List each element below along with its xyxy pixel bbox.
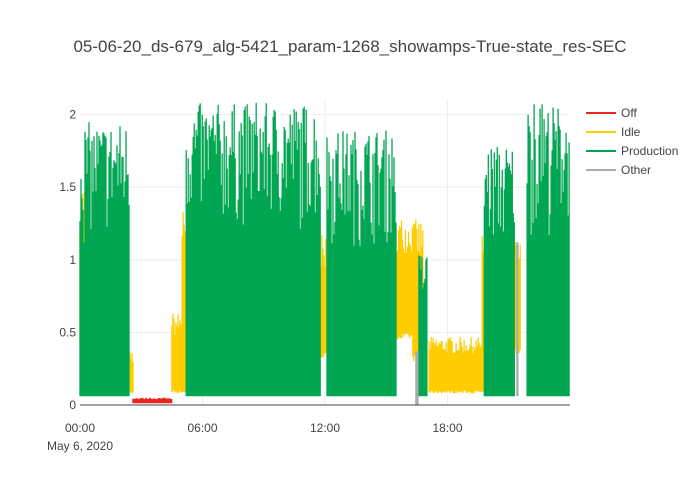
y-tick-label: 2 xyxy=(69,108,76,122)
x-tick-sublabel: May 6, 2020 xyxy=(47,439,113,453)
series-other-segment xyxy=(415,351,419,405)
series-production-segment xyxy=(483,146,515,397)
series-production-segment xyxy=(418,255,428,397)
chart-title: 05-06-20_ds-679_alg-5421_param-1268_show… xyxy=(73,37,626,56)
series-production-trace xyxy=(483,146,515,397)
legend-label: Off xyxy=(621,106,637,120)
legend-label: Production xyxy=(621,144,678,158)
series-production-trace xyxy=(418,255,428,397)
series-production-segment xyxy=(326,130,397,397)
x-tick-label: 18:00 xyxy=(432,421,462,435)
legend-item-production[interactable]: Production xyxy=(586,144,678,158)
series-production-segment xyxy=(526,104,570,397)
series-idle-trace xyxy=(428,336,485,394)
series-idle-segment xyxy=(395,220,416,340)
series-production-segment xyxy=(185,102,321,397)
legend-item-off[interactable]: Off xyxy=(586,106,637,120)
series-idle-segment xyxy=(428,336,485,394)
series-production-trace xyxy=(185,102,321,397)
legend-item-idle[interactable]: Idle xyxy=(586,125,641,139)
axes: 0 0.5 1 1.5 2 00:00 May 6, 2020 06:00 12:00 18:00 xyxy=(47,108,570,453)
y-tick-label: 1 xyxy=(69,253,76,267)
series-production-trace xyxy=(326,130,397,397)
plot-area xyxy=(79,102,570,405)
series-production-trace xyxy=(79,122,130,397)
series-off-segment xyxy=(132,397,173,404)
y-tick-label: 0 xyxy=(69,398,76,412)
x-tick-label: 12:00 xyxy=(310,421,340,435)
legend-label: Other xyxy=(621,163,651,177)
legend-item-other[interactable]: Other xyxy=(586,163,651,177)
y-tick-label: 0.5 xyxy=(59,325,76,339)
series-production-trace xyxy=(526,104,570,397)
x-tick-label: 00:00 xyxy=(65,421,95,435)
series-idle-trace xyxy=(395,220,416,340)
legend[interactable]: Off Idle Production Other xyxy=(586,106,678,177)
y-tick-label: 1.5 xyxy=(59,180,76,194)
series-production-segment xyxy=(79,122,130,397)
legend-label: Idle xyxy=(621,125,641,139)
series-other-trace xyxy=(415,351,419,405)
x-tick-label: 06:00 xyxy=(187,421,217,435)
series-other-segment xyxy=(516,242,519,397)
series-off-trace xyxy=(132,397,173,404)
series-other-trace xyxy=(516,242,519,397)
